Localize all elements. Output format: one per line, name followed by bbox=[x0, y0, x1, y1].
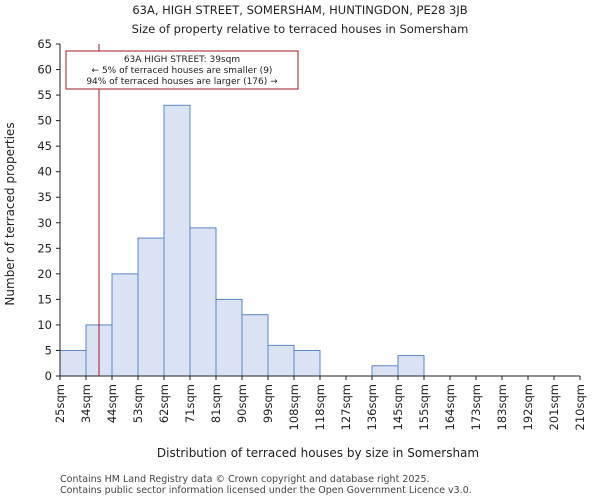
x-tick-label: 44sqm bbox=[105, 384, 119, 423]
x-tick-label: 71sqm bbox=[183, 384, 197, 423]
x-tick-label: 183sqm bbox=[495, 384, 509, 430]
bar bbox=[163, 104, 191, 377]
x-tick-label: 90sqm bbox=[235, 384, 249, 423]
annotation-line-2: ← 5% of terraced houses are smaller (9) bbox=[92, 66, 273, 76]
y-tick-label: 50 bbox=[37, 114, 52, 128]
x-tick-label: 81sqm bbox=[209, 384, 223, 423]
bar bbox=[371, 365, 399, 377]
annotation-box: 63A HIGH STREET: 39sqm ← 5% of terraced … bbox=[65, 50, 299, 90]
y-tick-label: 45 bbox=[37, 139, 52, 153]
chart-title: 63A, HIGH STREET, SOMERSHAM, HUNTINGDON,… bbox=[132, 3, 467, 17]
y-tick-label: 60 bbox=[37, 63, 52, 77]
y-tick-label: 65 bbox=[37, 37, 52, 51]
chart: 63A, HIGH STREET, SOMERSHAM, HUNTINGDON,… bbox=[3, 3, 587, 460]
bar bbox=[189, 227, 217, 377]
annotation-rect bbox=[65, 50, 299, 90]
y-tick-label: 35 bbox=[37, 190, 52, 204]
x-tick-label: 108sqm bbox=[287, 384, 301, 430]
bar bbox=[137, 237, 165, 377]
x-tick-label: 53sqm bbox=[131, 384, 145, 423]
x-tick-label: 145sqm bbox=[391, 384, 405, 430]
y-tick-label: 0 bbox=[45, 369, 52, 383]
x-tick-label: 164sqm bbox=[443, 384, 457, 430]
x-tick-label: 99sqm bbox=[261, 384, 275, 423]
footer-line-1: Contains HM Land Registry data © Crown c… bbox=[60, 474, 430, 485]
y-tick-label: 5 bbox=[45, 343, 52, 357]
x-tick-label: 173sqm bbox=[469, 384, 483, 430]
x-tick-label: 25sqm bbox=[53, 384, 67, 423]
x-tick-label: 136sqm bbox=[365, 384, 379, 430]
x-tick-label: 118sqm bbox=[313, 384, 327, 430]
bar bbox=[267, 344, 295, 377]
y-tick-label: 20 bbox=[37, 267, 52, 281]
y-tick-label: 40 bbox=[37, 165, 52, 179]
bar bbox=[397, 355, 425, 377]
bar bbox=[59, 349, 87, 377]
bar bbox=[241, 314, 269, 377]
bar bbox=[111, 273, 139, 377]
x-axis-label: Distribution of terraced houses by size … bbox=[157, 446, 479, 460]
annotation-line-1: 63A HIGH STREET: 39sqm bbox=[124, 55, 240, 65]
annotation-line-3: 94% of terraced houses are larger (176) … bbox=[86, 77, 278, 87]
x-tick-label: 127sqm bbox=[339, 384, 353, 430]
x-tick-label: 201sqm bbox=[547, 384, 561, 430]
y-tick-label: 10 bbox=[37, 318, 52, 332]
x-tick-label: 192sqm bbox=[521, 384, 535, 430]
bar bbox=[215, 298, 243, 377]
y-tick-label: 15 bbox=[37, 292, 52, 306]
chart-subtitle: Size of property relative to terraced ho… bbox=[132, 22, 469, 36]
y-tick-label: 25 bbox=[37, 241, 52, 255]
y-axis-label: Number of terraced properties bbox=[3, 122, 17, 305]
x-tick-label: 34sqm bbox=[79, 384, 93, 423]
bar bbox=[293, 349, 321, 377]
y-tick-label: 55 bbox=[37, 88, 52, 102]
x-tick-label: 62sqm bbox=[157, 384, 171, 423]
footer-line-2: Contains public sector information licen… bbox=[60, 485, 472, 496]
x-tick-label: 155sqm bbox=[417, 384, 431, 430]
x-tick-label: 210sqm bbox=[573, 384, 587, 430]
y-tick-label: 30 bbox=[37, 216, 52, 230]
